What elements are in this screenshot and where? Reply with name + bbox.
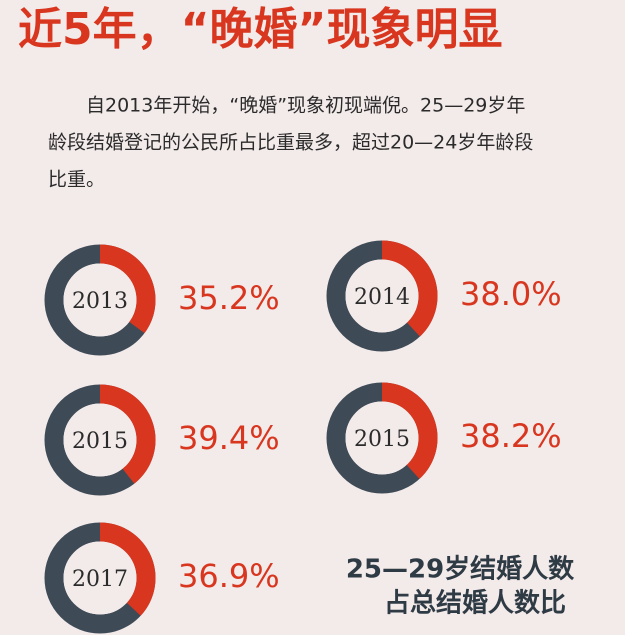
donut-center: [63, 263, 137, 337]
donut-segment: [99, 384, 156, 484]
value-label: 35.2%: [178, 279, 280, 317]
donut-center: [63, 403, 137, 477]
donut-segment: [99, 244, 156, 334]
center-label: 2015: [72, 429, 128, 454]
center-label: 2015: [354, 427, 410, 452]
value-label: 38.0%: [460, 275, 562, 313]
donut-center: [63, 541, 137, 615]
value-label: 39.4%: [178, 419, 280, 457]
donut-center: [345, 259, 419, 333]
caption-line: 占总结婚人数比: [384, 589, 566, 619]
paragraph-line: 龄段结婚登记的公民所占比重最多，超过20—24岁年龄段: [48, 132, 533, 154]
donut-segment: [381, 240, 438, 337]
donut-center: [345, 401, 419, 475]
title: 近5年，“晚婚”现象明显: [18, 4, 502, 55]
donut-segment: [99, 522, 156, 616]
center-label: 2013: [72, 289, 128, 314]
donut-segment: [381, 382, 438, 479]
paragraph-line: 自2013年开始，“晚婚”现象初现端倪。25—29岁年: [86, 95, 525, 117]
value-label: 36.9%: [178, 557, 280, 595]
center-label: 2014: [354, 285, 410, 310]
caption-line: 25—29岁结婚人数: [346, 554, 575, 585]
value-label: 38.2%: [460, 417, 562, 455]
paragraph-line: 比重。: [48, 169, 105, 191]
center-label: 2017: [72, 567, 128, 592]
